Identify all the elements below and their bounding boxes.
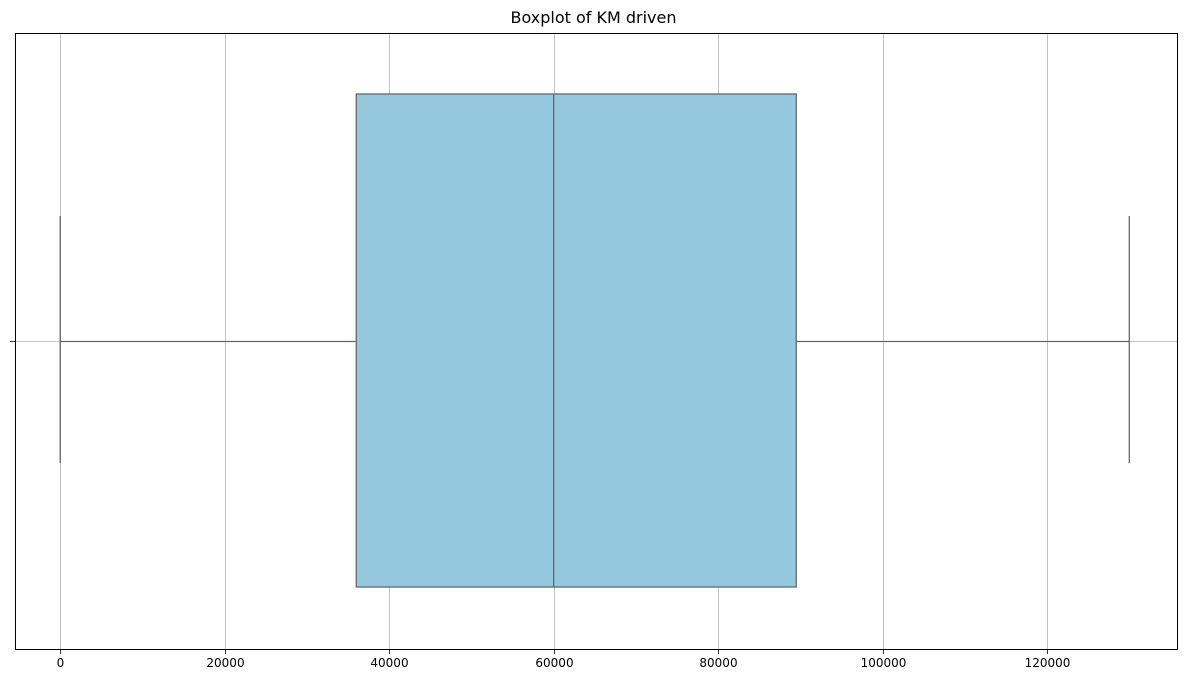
x-tick-label: 100000 <box>861 656 907 670</box>
tick-layer: 0 20000 40000 60000 80000 100000 120000 <box>10 341 1071 670</box>
x-tick-label: 40000 <box>370 656 408 670</box>
x-tick-label: 80000 <box>699 656 737 670</box>
box-layer <box>59 93 1130 588</box>
axes-frame <box>15 33 1178 650</box>
box-iqr <box>355 93 797 588</box>
x-tick-label: 60000 <box>535 656 573 670</box>
x-tick-label: 20000 <box>206 656 244 670</box>
x-tick-label: 120000 <box>1025 656 1071 670</box>
chart-title: Boxplot of KM driven <box>510 8 677 27</box>
x-tick-label: 0 <box>57 656 65 670</box>
